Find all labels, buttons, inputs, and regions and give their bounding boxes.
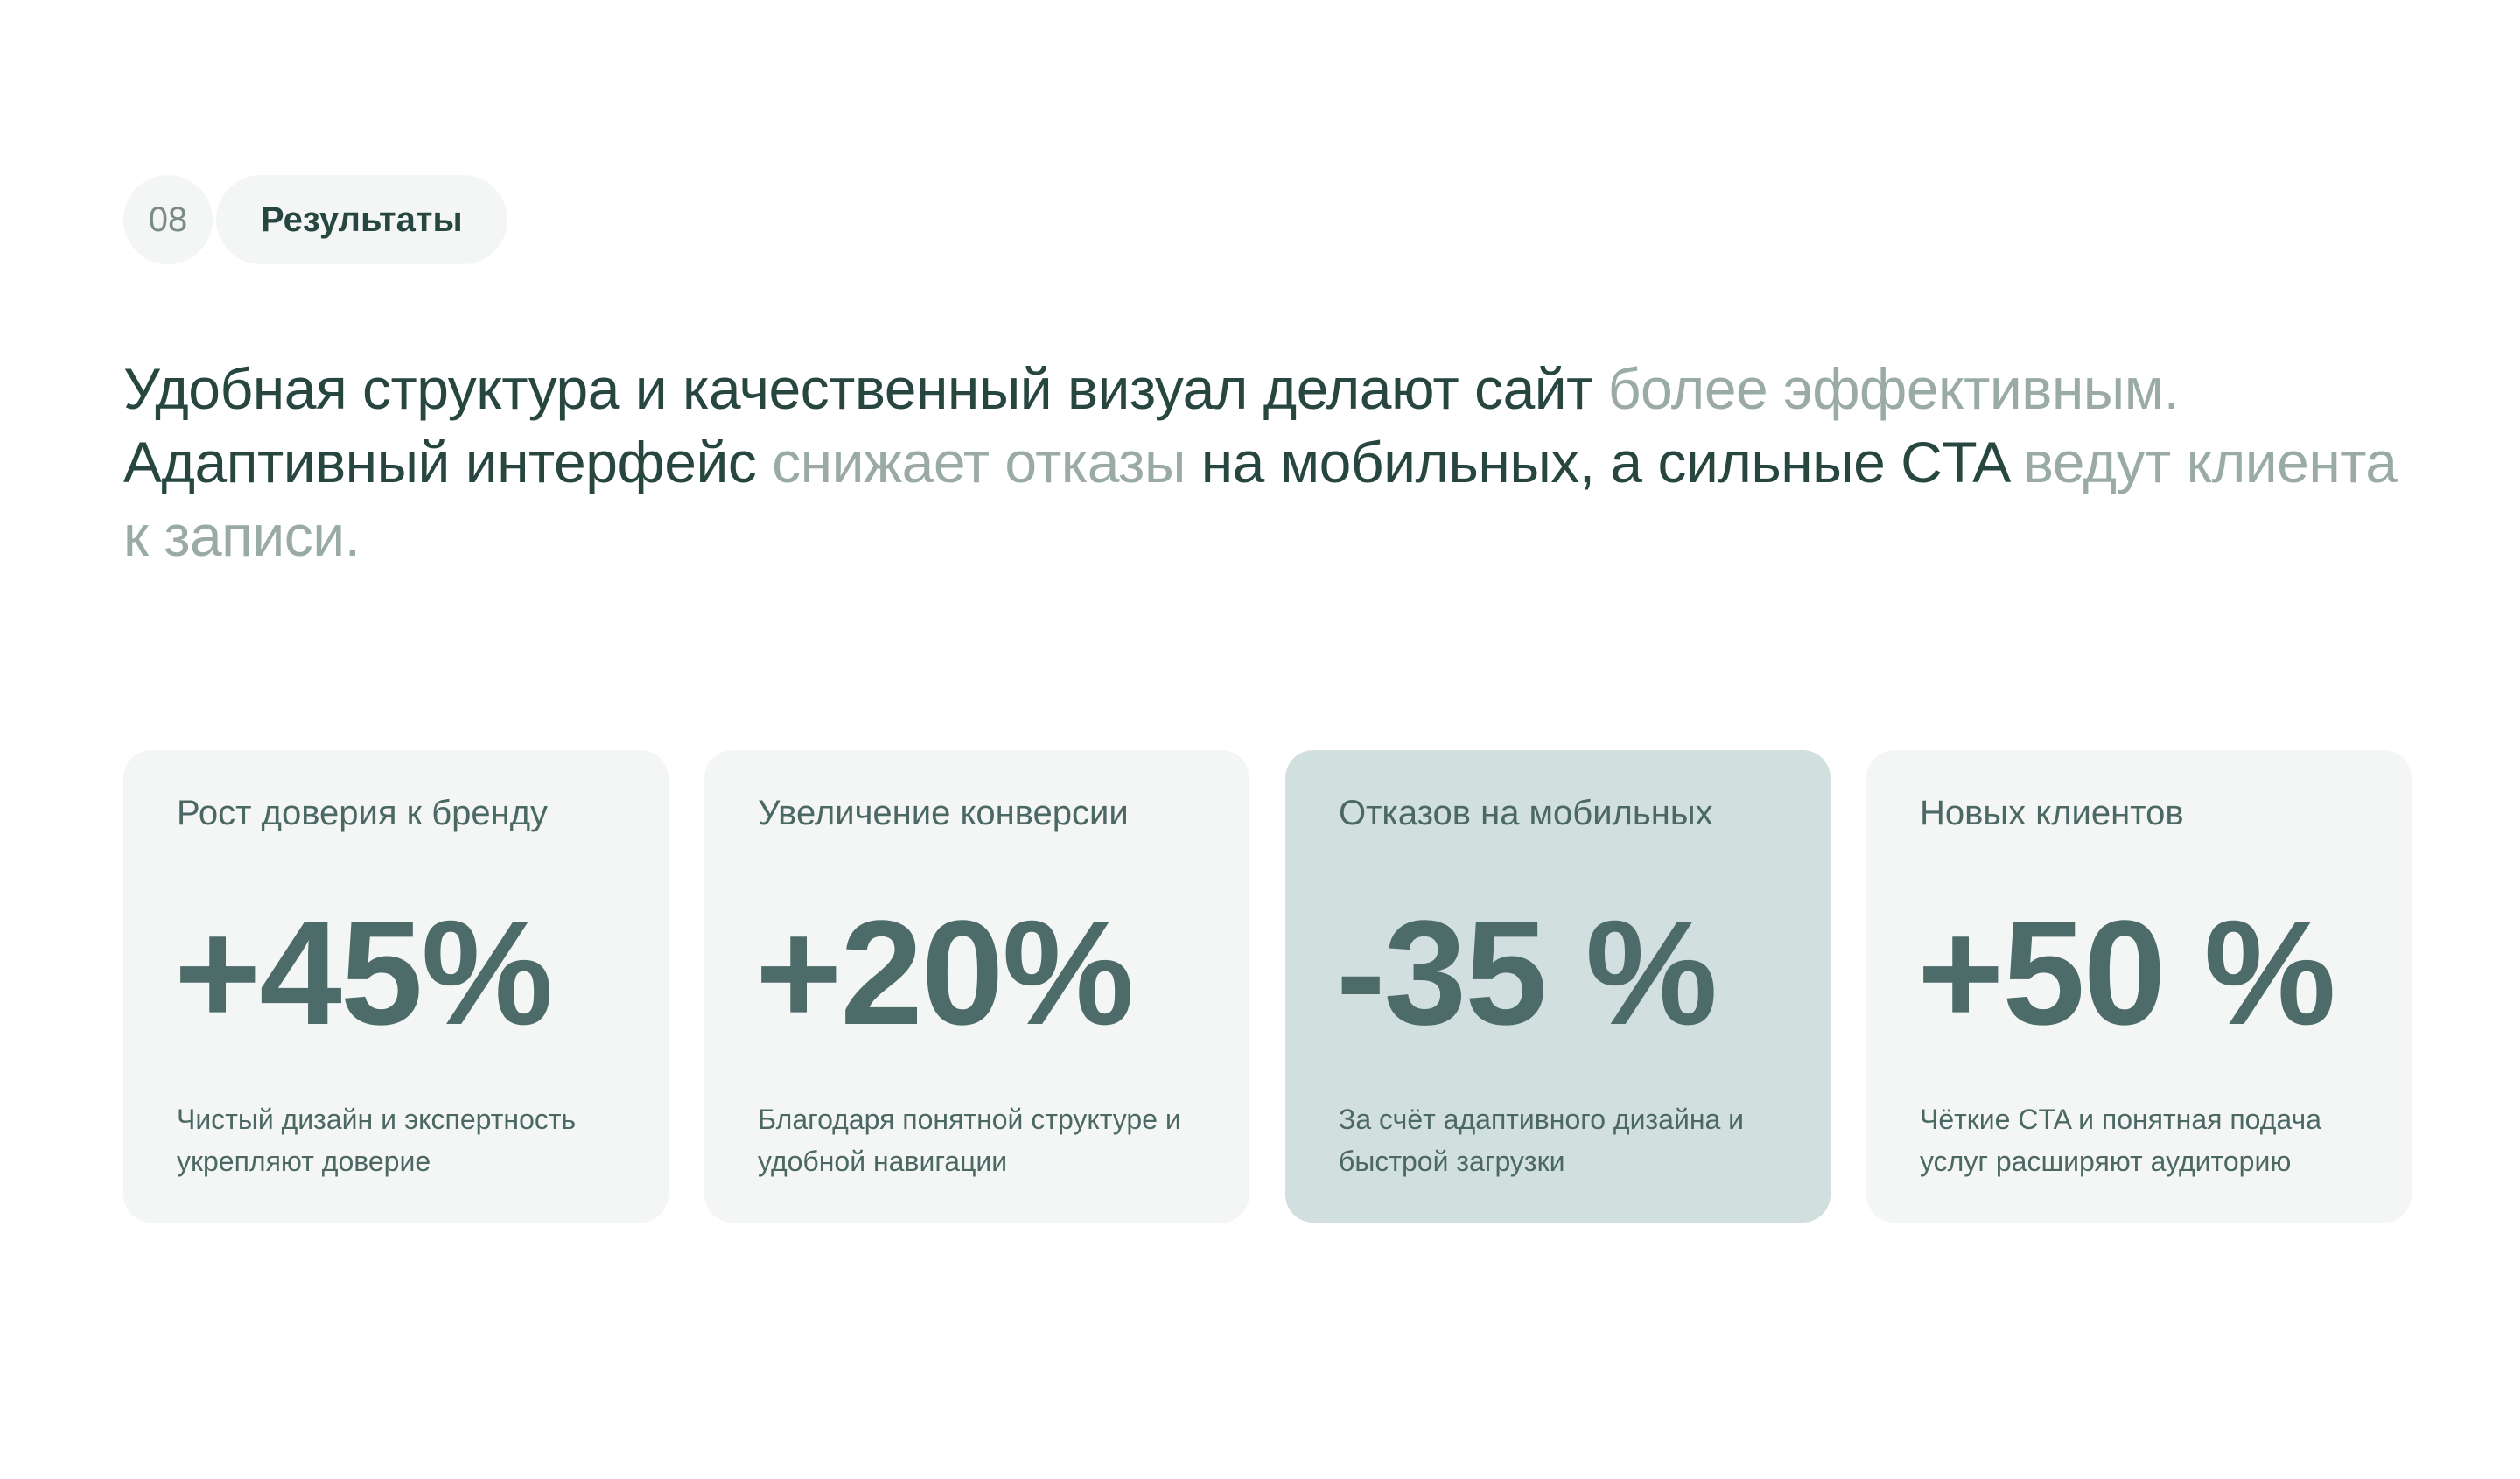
headline-part-4: снижает отказы — [772, 430, 1186, 494]
stat-card-value: +50 % — [1917, 890, 2336, 1056]
stat-card-description: Чёткие CTA и понятная подача услуг расши… — [1920, 1104, 2321, 1177]
stat-card-conversion: Увеличение конверсии +20% Благодаря поня… — [704, 750, 1250, 1223]
stat-card-title: Рост доверия к бренду — [177, 794, 549, 832]
stat-card-description: Чистый дизайн и экспертность укрепляют д… — [177, 1104, 577, 1177]
section-number: 08 — [123, 175, 213, 264]
stat-card-value: +45% — [174, 890, 554, 1056]
headline-part-5: на мобильных, а сильные CTA — [1185, 430, 2023, 494]
stat-card-value: +20% — [755, 890, 1135, 1056]
stat-card-brand-trust: Рост доверия к бренду +45% Чистый дизайн… — [123, 750, 668, 1223]
stat-card-description: За счёт адаптивного дизайна и быстрой за… — [1339, 1104, 1745, 1177]
headline-part-2: более эффективным. — [1607, 356, 2180, 421]
headline-part-3: Адаптивный интерфейс — [123, 430, 773, 494]
stat-card-new-clients: Новых клиентов +50 % Чёткие CTA и понятн… — [1866, 750, 2412, 1223]
headline-part-6: ведут клиента к записи. — [123, 430, 2398, 568]
stats-cards: Рост доверия к бренду +45% Чистый дизайн… — [123, 750, 2412, 1223]
section-label: Результаты — [216, 175, 508, 264]
stat-card-value: -35 % — [1336, 890, 1718, 1056]
section-tag: 08 Результаты — [123, 175, 508, 264]
stat-card-mobile-bounce: Отказов на мобильных -35 % За счёт адапт… — [1285, 750, 1830, 1223]
headline-part-1: Удобная структура и качественный визуал … — [123, 356, 1608, 421]
stat-card-title: Новых клиентов — [1920, 794, 2184, 832]
stat-card-description: Благодаря понятной структуре и удобной н… — [758, 1104, 1181, 1177]
results-headline: Удобная структура и качественный визуал … — [123, 352, 2433, 572]
stat-card-title: Отказов на мобильных — [1339, 794, 1713, 832]
stat-card-title: Увеличение конверсии — [758, 794, 1129, 832]
